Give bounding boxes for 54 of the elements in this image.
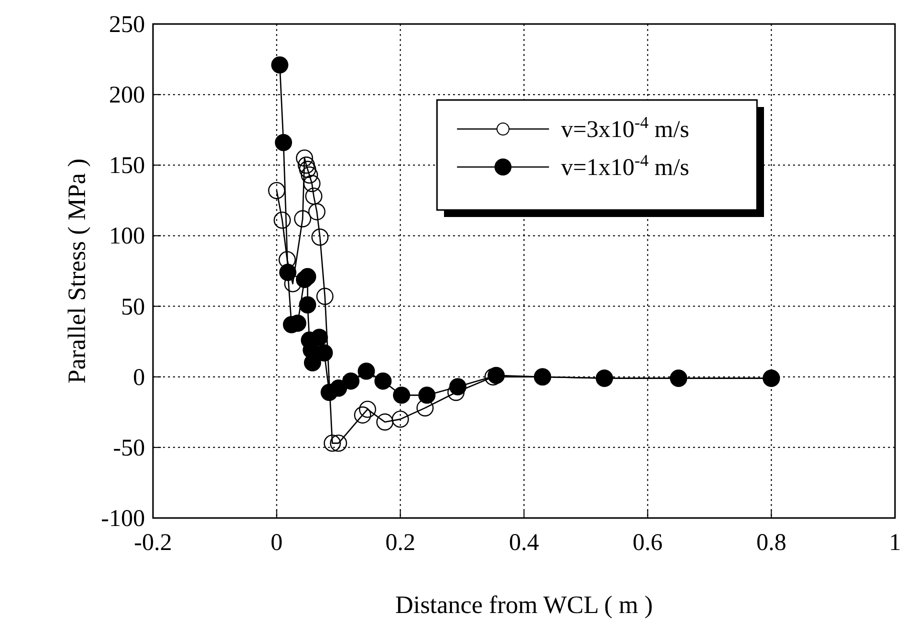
point: [392, 410, 409, 428]
point: [298, 156, 315, 174]
point: [278, 251, 296, 268]
point: [279, 264, 296, 282]
x-tick-label: 0.2: [385, 530, 416, 556]
point: [358, 362, 375, 380]
point: [316, 344, 333, 362]
point: [298, 296, 316, 314]
legend-label: v=3x10$^{-4}$ m/s: [561, 112, 690, 143]
legend-label: v=1x10$^{-4}$ m/s: [561, 150, 690, 181]
point: [376, 413, 394, 431]
y-tick-label: 0: [133, 364, 145, 391]
point: [449, 378, 466, 396]
point: [305, 188, 322, 205]
point: [392, 386, 410, 404]
x-tick-label: -0.2: [134, 530, 172, 556]
y-axis-title: Parallel Stress ( MPa ): [64, 158, 91, 384]
point: [308, 203, 326, 220]
point: [488, 366, 505, 384]
point: [300, 166, 318, 184]
point: [298, 160, 316, 178]
point: [316, 288, 334, 306]
x-axis-title: Distance from WCL ( m ): [395, 592, 653, 619]
point: [354, 406, 372, 424]
x-tick-label: 0.6: [632, 530, 663, 556]
x-tick-label: 0.4: [509, 530, 539, 556]
point: [330, 380, 348, 397]
point: [294, 210, 312, 228]
point: [303, 174, 321, 192]
point: [274, 212, 291, 229]
point: [296, 149, 314, 167]
y-tick-label: 150: [109, 153, 145, 180]
point: [330, 434, 348, 452]
point: [416, 399, 434, 417]
y-tick-label: -50: [113, 435, 145, 462]
point: [298, 268, 316, 286]
point: [358, 400, 376, 418]
point: [311, 228, 329, 246]
point: [324, 434, 341, 452]
point: [374, 372, 392, 390]
y-tick-label: 50: [121, 294, 145, 320]
x-tick-label: 0: [270, 530, 283, 556]
x-tick-label: 1: [889, 530, 901, 556]
y-tick-label: -100: [101, 506, 145, 532]
point: [342, 372, 360, 390]
y-tick-label: 250: [109, 12, 145, 38]
point: [274, 134, 292, 152]
x-tick-label: 0.8: [756, 530, 786, 556]
point: [271, 56, 288, 74]
y-tick-label: 200: [109, 82, 145, 109]
point: [418, 386, 436, 404]
point: [268, 182, 286, 200]
y-tick-label: 100: [109, 224, 145, 250]
point: [310, 328, 328, 346]
